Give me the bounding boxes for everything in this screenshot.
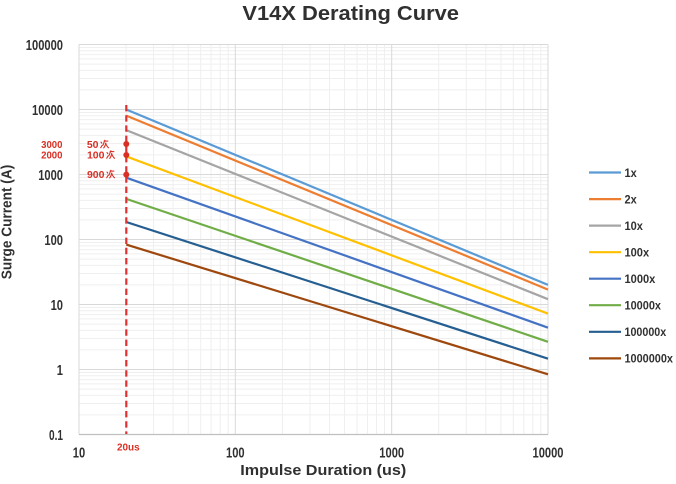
svg-text:10: 10: [73, 446, 85, 462]
svg-text:100000: 100000: [26, 38, 63, 54]
svg-text:100: 100: [44, 233, 63, 249]
svg-text:100: 100: [226, 446, 245, 462]
svg-text:2000: 2000: [41, 151, 63, 162]
svg-text:V14X Derating Curve: V14X Derating Curve: [242, 2, 459, 25]
svg-text:1000: 1000: [38, 168, 63, 184]
svg-text:10x: 10x: [625, 219, 644, 233]
svg-text:2x: 2x: [625, 192, 637, 206]
svg-text:0.1: 0.1: [49, 428, 63, 444]
svg-text:1000: 1000: [379, 446, 404, 462]
svg-text:10000x: 10000x: [625, 299, 662, 313]
svg-text:10000: 10000: [533, 446, 564, 462]
svg-text:1000000x: 1000000x: [625, 352, 674, 366]
svg-text:3000: 3000: [41, 140, 63, 151]
svg-text:Impulse Duration (us): Impulse Duration (us): [240, 462, 406, 479]
svg-text:20us: 20us: [117, 443, 140, 454]
svg-text:100000x: 100000x: [625, 325, 667, 339]
svg-text:1x: 1x: [625, 166, 637, 180]
svg-text:100: 100: [87, 150, 105, 162]
svg-text:900: 900: [87, 169, 105, 181]
svg-text:1: 1: [57, 363, 63, 379]
svg-text:10: 10: [51, 298, 63, 314]
svg-text:10000: 10000: [32, 103, 63, 119]
svg-text:1000x: 1000x: [625, 272, 656, 286]
svg-text:50: 50: [87, 139, 99, 151]
svg-text:Surge Current (A): Surge Current (A): [0, 165, 16, 280]
svg-text:100x: 100x: [625, 245, 650, 259]
